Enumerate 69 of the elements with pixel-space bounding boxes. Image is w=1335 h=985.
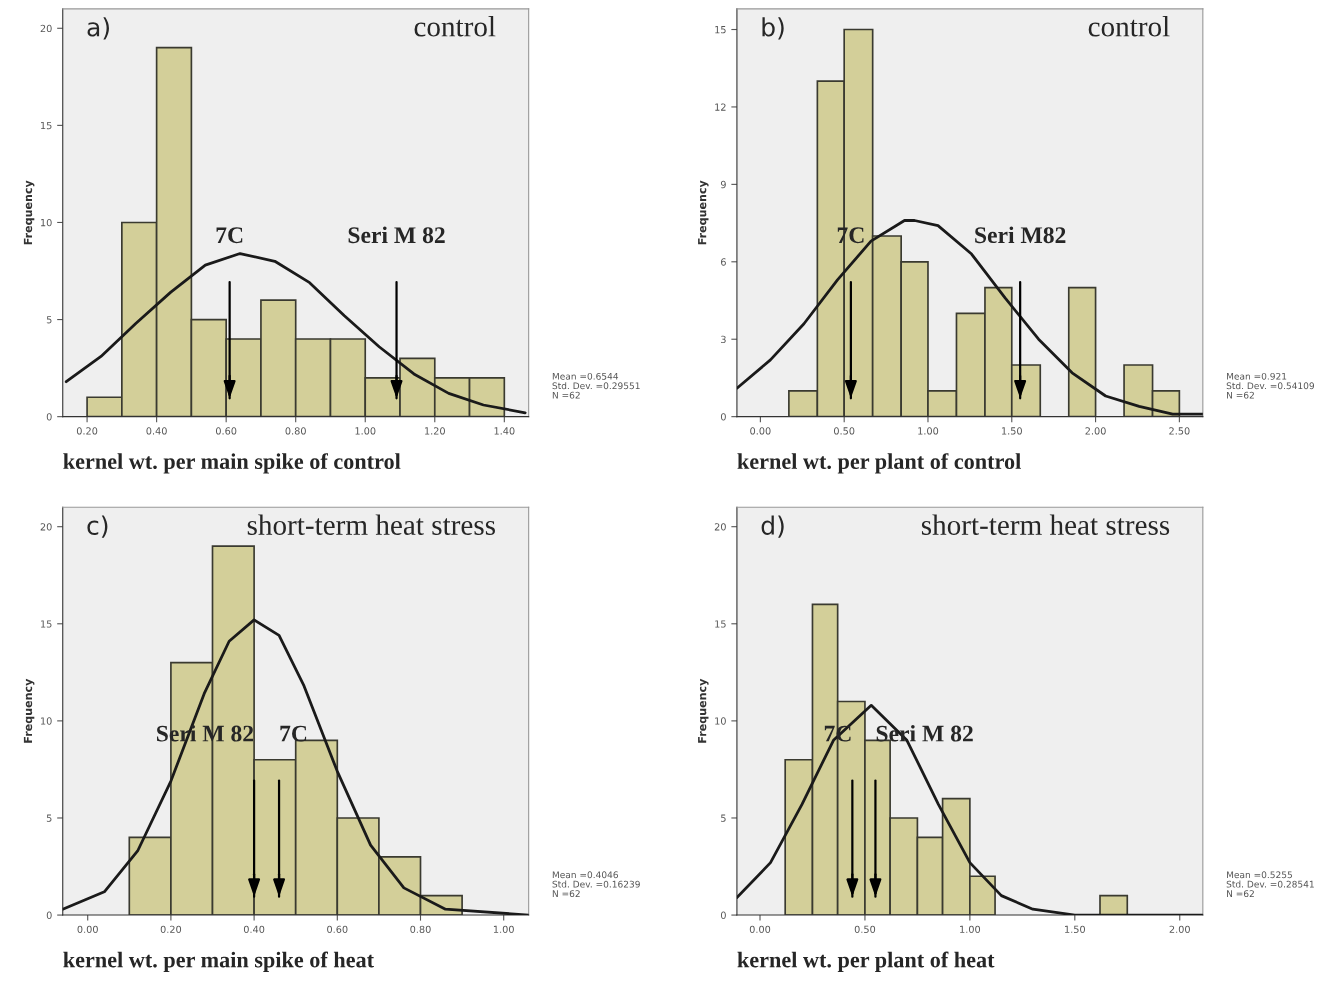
y-tick-label: 15 — [41, 620, 52, 628]
ref-line-label: Seri M 82 — [348, 226, 445, 244]
y-tick-label: 6 — [721, 258, 726, 266]
x-tick-label: 0.50 — [854, 925, 876, 934]
x-axis-title: kernel wt. per main spike of control — [63, 453, 401, 474]
text: Mean =0.5255 Std. Dev. =0.28541 N =62 — [1226, 871, 1314, 897]
y-tick-label: 0 — [46, 413, 52, 421]
y-tick-label: 15 — [41, 121, 52, 130]
x-tick-label: 1.00 — [493, 925, 514, 934]
ref-line-label: Seri M82 — [975, 226, 1066, 244]
y-tick-label: 0 — [720, 911, 726, 919]
y-tick-label: 5 — [46, 316, 52, 324]
x-tick-label: 2.00 — [1085, 427, 1106, 435]
text: Mean =0.921 Std. Dev. =0.54109 N =62 — [1226, 372, 1315, 399]
y-tick-label: 10 — [41, 717, 52, 725]
x-tick-label: 0.20 — [160, 925, 182, 934]
ref-line-label: 7C — [280, 725, 307, 742]
text: Mean =0.4046 Std. Dev. =0.16239 N =62 — [552, 871, 640, 897]
x-tick-label: 1.00 — [960, 925, 981, 934]
chart-subtitle: control — [1088, 16, 1170, 37]
x-tick-label: 0.80 — [410, 925, 431, 934]
y-tick-label: 0 — [720, 413, 726, 421]
x-tick-label: 0.00 — [749, 925, 771, 934]
ref-line-label: 7C — [216, 227, 243, 244]
x-tick-label: 0.60 — [215, 427, 237, 435]
chart-title: b) — [762, 17, 784, 40]
x-tick-label: 0.20 — [76, 427, 98, 435]
y-tick-label: 10 — [41, 218, 52, 227]
x-tick-label: 1.00 — [918, 427, 939, 435]
y-tick-label: 3 — [721, 335, 726, 344]
x-tick-label: 0.00 — [77, 925, 98, 934]
text: Mean =0.6544 Std. Dev. =0.29551 N =62 — [552, 372, 640, 399]
y-tick-label: 9 — [720, 180, 726, 189]
x-axis-title: kernel wt. per main spike of heat — [63, 951, 374, 972]
y-tick-label: 5 — [721, 814, 726, 822]
y-tick-label: 20 — [714, 523, 726, 531]
y-tick-label: 10 — [715, 717, 726, 725]
y-axis-title: Frequency — [698, 180, 709, 245]
x-tick-label: 0.00 — [750, 427, 771, 435]
chart-subtitle: short-term heat stress — [921, 514, 1170, 535]
chart-title: d) — [761, 515, 784, 538]
x-tick-label: 1.20 — [425, 427, 445, 435]
x-tick-label: 0.40 — [243, 925, 265, 934]
chart-subtitle: short-term heat stress — [247, 514, 495, 535]
y-tick-label: 5 — [46, 814, 52, 822]
x-tick-label: 1.50 — [1002, 427, 1022, 435]
chart-subtitle: control — [414, 16, 496, 37]
y-axis-title: Frequency — [698, 678, 709, 743]
x-tick-label: 0.50 — [834, 427, 855, 435]
x-axis-title: kernel wt. per plant of control — [737, 453, 1021, 474]
y-axis-title: Frequency — [23, 180, 35, 245]
x-tick-label: 0.80 — [285, 427, 306, 435]
x-tick-label: 2.00 — [1169, 925, 1190, 934]
y-tick-label: 0 — [46, 911, 52, 919]
x-tick-label: 2.50 — [1169, 427, 1190, 435]
x-tick-label: 1.40 — [494, 427, 515, 435]
y-tick-label: 20 — [40, 24, 52, 33]
y-axis-title: Frequency — [23, 678, 35, 743]
x-tick-label: 0.40 — [146, 427, 167, 435]
chart-title: c) — [87, 515, 108, 538]
x-tick-label: 1.50 — [1065, 925, 1085, 934]
y-tick-label: 12 — [715, 103, 726, 111]
x-tick-label: 1.00 — [355, 427, 376, 435]
y-tick-label: 15 — [715, 26, 726, 34]
x-tick-label: 0.60 — [327, 925, 348, 934]
y-tick-label: 15 — [715, 620, 726, 628]
y-tick-label: 20 — [40, 523, 52, 531]
chart-title: a) — [87, 17, 109, 40]
x-axis-title: kernel wt. per plant of heat — [737, 951, 995, 972]
